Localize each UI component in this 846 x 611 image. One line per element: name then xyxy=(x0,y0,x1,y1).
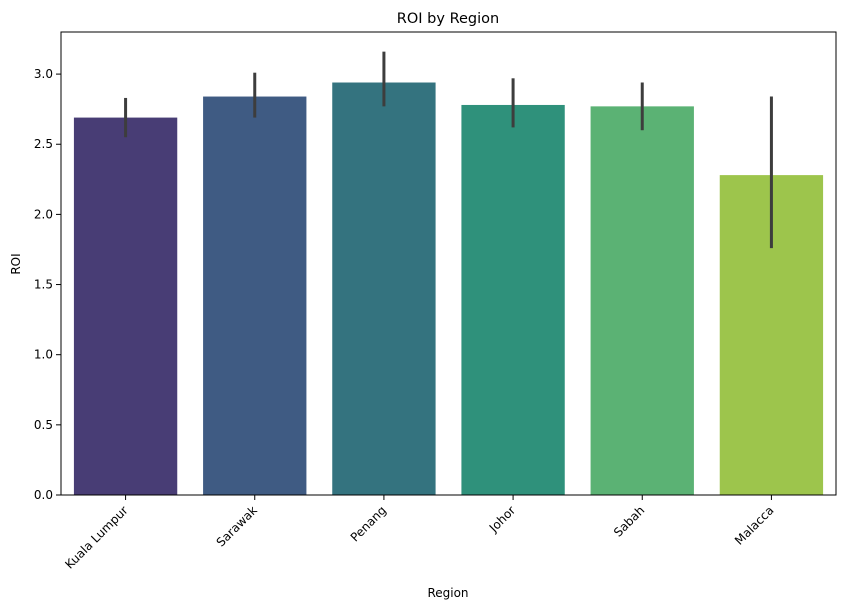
bar-1 xyxy=(203,96,307,495)
bar-3 xyxy=(461,104,565,495)
y-axis: 0.0 0.5 1.0 1.5 2.0 2.5 3.0 xyxy=(34,67,61,502)
x-tick-label-3: Johor xyxy=(486,503,518,535)
error-bars-layer xyxy=(124,51,773,249)
y-axis-label: ROI xyxy=(9,253,23,274)
y-tick-label-4: 2.0 xyxy=(34,207,53,221)
y-tick-label-5: 2.5 xyxy=(34,137,53,151)
x-axis-label: Region xyxy=(427,586,468,600)
y-tick-label-2: 1.0 xyxy=(34,348,53,362)
bar-2 xyxy=(332,82,436,495)
bars-layer xyxy=(73,82,824,496)
bar-0 xyxy=(73,117,178,496)
y-tick-label-3: 1.5 xyxy=(34,278,53,292)
y-tick-label-0: 0.0 xyxy=(34,488,53,502)
y-tick-label-6: 3.0 xyxy=(34,67,53,81)
x-tick-label-1: Sarawak xyxy=(214,503,260,549)
x-tick-label-4: Sabah xyxy=(611,503,647,539)
x-tick-label-0: Kuala Lumpur xyxy=(62,503,130,571)
bar-4 xyxy=(590,106,694,496)
chart-title: ROI by Region xyxy=(397,11,499,27)
x-tick-label-2: Penang xyxy=(348,503,389,544)
y-tick-label-1: 0.5 xyxy=(34,418,53,432)
plot-frame xyxy=(60,31,837,496)
x-tick-label-5: Malacca xyxy=(732,503,777,548)
x-axis: Kuala Lumpur Sarawak Penang Johor Sabah Malac… xyxy=(62,495,777,572)
